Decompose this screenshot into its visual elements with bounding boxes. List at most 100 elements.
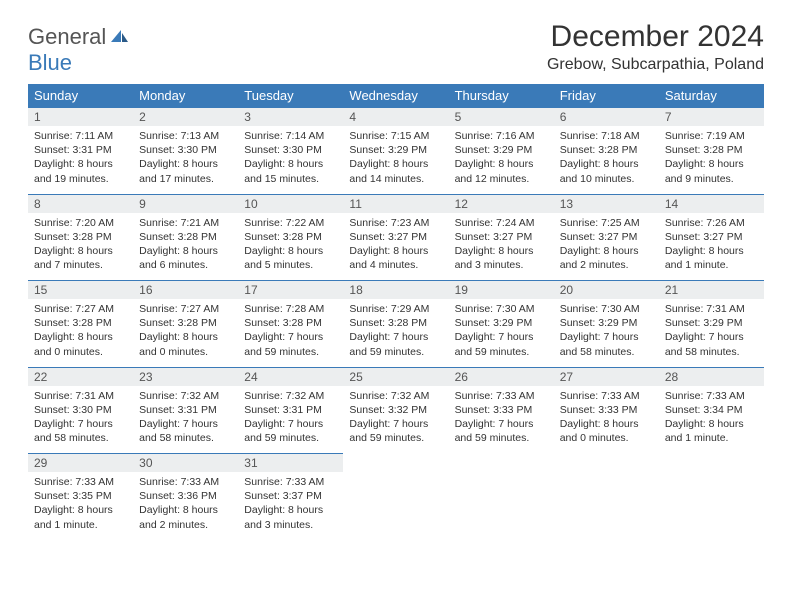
sunset-line: Sunset: 3:31 PM [34, 143, 127, 157]
day-number: 29 [28, 454, 133, 473]
day-number-row: 15161718192021 [28, 281, 764, 300]
logo-word1: General [28, 24, 106, 49]
sunrise-line: Sunrise: 7:29 AM [349, 302, 442, 316]
sunset-line: Sunset: 3:28 PM [244, 316, 337, 330]
sunset-line: Sunset: 3:28 PM [349, 316, 442, 330]
sunrise-line: Sunrise: 7:13 AM [139, 129, 232, 143]
sunset-line: Sunset: 3:28 PM [665, 143, 758, 157]
weekday-header: Wednesday [343, 84, 448, 108]
day-number: 17 [238, 281, 343, 300]
sunset-line: Sunset: 3:35 PM [34, 489, 127, 503]
weekday-header: Friday [554, 84, 659, 108]
day-number: 6 [554, 108, 659, 127]
day-cell: Sunrise: 7:33 AMSunset: 3:33 PMDaylight:… [449, 386, 554, 454]
sunrise-line: Sunrise: 7:21 AM [139, 216, 232, 230]
day-cell: Sunrise: 7:32 AMSunset: 3:31 PMDaylight:… [133, 386, 238, 454]
sunrise-line: Sunrise: 7:33 AM [665, 389, 758, 403]
day-cell: Sunrise: 7:23 AMSunset: 3:27 PMDaylight:… [343, 213, 448, 281]
day-number-row: 891011121314 [28, 194, 764, 213]
sunset-line: Sunset: 3:27 PM [665, 230, 758, 244]
day-cell: Sunrise: 7:33 AMSunset: 3:34 PMDaylight:… [659, 386, 764, 454]
logo-word2: Blue [28, 50, 72, 75]
day-cell: Sunrise: 7:29 AMSunset: 3:28 PMDaylight:… [343, 299, 448, 367]
day-cell: Sunrise: 7:33 AMSunset: 3:37 PMDaylight:… [238, 472, 343, 540]
day-cell: Sunrise: 7:15 AMSunset: 3:29 PMDaylight:… [343, 126, 448, 194]
sunset-line: Sunset: 3:30 PM [244, 143, 337, 157]
weekday-header: Saturday [659, 84, 764, 108]
daylight-line: Daylight: 8 hours and 0 minutes. [560, 417, 653, 445]
day-cell: Sunrise: 7:19 AMSunset: 3:28 PMDaylight:… [659, 126, 764, 194]
sunrise-line: Sunrise: 7:24 AM [455, 216, 548, 230]
daylight-line: Daylight: 8 hours and 9 minutes. [665, 157, 758, 185]
daylight-line: Daylight: 8 hours and 15 minutes. [244, 157, 337, 185]
day-number: 22 [28, 367, 133, 386]
empty-cell [343, 454, 448, 473]
daylight-line: Daylight: 7 hours and 59 minutes. [455, 417, 548, 445]
daylight-line: Daylight: 8 hours and 2 minutes. [560, 244, 653, 272]
day-number: 27 [554, 367, 659, 386]
day-number: 8 [28, 194, 133, 213]
sunset-line: Sunset: 3:27 PM [455, 230, 548, 244]
day-number: 16 [133, 281, 238, 300]
daylight-line: Daylight: 8 hours and 10 minutes. [560, 157, 653, 185]
daylight-line: Daylight: 8 hours and 0 minutes. [139, 330, 232, 358]
day-number: 14 [659, 194, 764, 213]
day-number: 2 [133, 108, 238, 127]
sunrise-line: Sunrise: 7:32 AM [139, 389, 232, 403]
sunrise-line: Sunrise: 7:26 AM [665, 216, 758, 230]
day-cell: Sunrise: 7:31 AMSunset: 3:30 PMDaylight:… [28, 386, 133, 454]
sunrise-line: Sunrise: 7:14 AM [244, 129, 337, 143]
day-cell: Sunrise: 7:13 AMSunset: 3:30 PMDaylight:… [133, 126, 238, 194]
sunset-line: Sunset: 3:29 PM [665, 316, 758, 330]
day-number: 18 [343, 281, 448, 300]
daylight-line: Daylight: 8 hours and 4 minutes. [349, 244, 442, 272]
empty-cell [343, 472, 448, 540]
day-cell: Sunrise: 7:27 AMSunset: 3:28 PMDaylight:… [28, 299, 133, 367]
sunset-line: Sunset: 3:29 PM [349, 143, 442, 157]
day-cell: Sunrise: 7:20 AMSunset: 3:28 PMDaylight:… [28, 213, 133, 281]
sunrise-line: Sunrise: 7:27 AM [34, 302, 127, 316]
day-number: 19 [449, 281, 554, 300]
sunrise-line: Sunrise: 7:19 AM [665, 129, 758, 143]
daylight-line: Daylight: 8 hours and 1 minute. [34, 503, 127, 531]
sunrise-line: Sunrise: 7:28 AM [244, 302, 337, 316]
sunset-line: Sunset: 3:33 PM [560, 403, 653, 417]
day-number-row: 293031 [28, 454, 764, 473]
day-cell: Sunrise: 7:33 AMSunset: 3:35 PMDaylight:… [28, 472, 133, 540]
sunrise-line: Sunrise: 7:11 AM [34, 129, 127, 143]
day-cell: Sunrise: 7:27 AMSunset: 3:28 PMDaylight:… [133, 299, 238, 367]
day-number: 5 [449, 108, 554, 127]
day-content-row: Sunrise: 7:27 AMSunset: 3:28 PMDaylight:… [28, 299, 764, 367]
day-number: 24 [238, 367, 343, 386]
day-number: 11 [343, 194, 448, 213]
day-cell: Sunrise: 7:24 AMSunset: 3:27 PMDaylight:… [449, 213, 554, 281]
day-number-row: 1234567 [28, 108, 764, 127]
daylight-line: Daylight: 7 hours and 59 minutes. [244, 417, 337, 445]
sunset-line: Sunset: 3:29 PM [560, 316, 653, 330]
daylight-line: Daylight: 8 hours and 6 minutes. [139, 244, 232, 272]
sunrise-line: Sunrise: 7:15 AM [349, 129, 442, 143]
daylight-line: Daylight: 7 hours and 59 minutes. [349, 417, 442, 445]
weekday-header-row: SundayMondayTuesdayWednesdayThursdayFrid… [28, 84, 764, 108]
day-number: 30 [133, 454, 238, 473]
day-number: 20 [554, 281, 659, 300]
sunset-line: Sunset: 3:30 PM [139, 143, 232, 157]
day-cell: Sunrise: 7:30 AMSunset: 3:29 PMDaylight:… [554, 299, 659, 367]
day-number: 3 [238, 108, 343, 127]
sunrise-line: Sunrise: 7:32 AM [244, 389, 337, 403]
sunset-line: Sunset: 3:28 PM [139, 316, 232, 330]
title-block: December 2024 Grebow, Subcarpathia, Pola… [547, 20, 764, 74]
day-cell: Sunrise: 7:26 AMSunset: 3:27 PMDaylight:… [659, 213, 764, 281]
day-number: 26 [449, 367, 554, 386]
sunrise-line: Sunrise: 7:32 AM [349, 389, 442, 403]
day-content-row: Sunrise: 7:11 AMSunset: 3:31 PM Daylight:… [28, 126, 764, 194]
day-cell: Sunrise: 7:11 AMSunset: 3:31 PMDaylight:… [28, 126, 133, 194]
day-number: 13 [554, 194, 659, 213]
sunrise-line: Sunrise: 7:18 AM [560, 129, 653, 143]
weekday-header: Tuesday [238, 84, 343, 108]
empty-cell [659, 454, 764, 473]
sunrise-line: Sunrise: 7:22 AM [244, 216, 337, 230]
day-cell: Sunrise: 7:25 AMSunset: 3:27 PMDaylight:… [554, 213, 659, 281]
logo-sail-icon [109, 24, 129, 49]
location: Grebow, Subcarpathia, Poland [547, 56, 764, 74]
